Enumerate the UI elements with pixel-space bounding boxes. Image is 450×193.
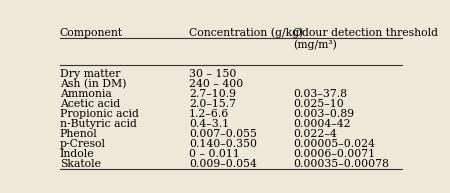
Text: 0.025–10: 0.025–10 — [293, 99, 344, 109]
Text: 0.140–0.350: 0.140–0.350 — [189, 139, 257, 149]
Text: Skatole: Skatole — [60, 159, 101, 169]
Text: Acetic acid: Acetic acid — [60, 99, 120, 109]
Text: Indole: Indole — [60, 149, 94, 159]
Text: p-Cresol: p-Cresol — [60, 139, 106, 149]
Text: n-Butyric acid: n-Butyric acid — [60, 119, 137, 129]
Text: 0.0006–0.0071: 0.0006–0.0071 — [293, 149, 375, 159]
Text: Dry matter: Dry matter — [60, 69, 120, 79]
Text: 0.00035–0.00078: 0.00035–0.00078 — [293, 159, 389, 169]
Text: 30 – 150: 30 – 150 — [189, 69, 236, 79]
Text: 0.009–0.054: 0.009–0.054 — [189, 159, 256, 169]
Text: Ash (in DM): Ash (in DM) — [60, 79, 126, 90]
Text: 0.00005–0.024: 0.00005–0.024 — [293, 139, 375, 149]
Text: Concentration (g/kg): Concentration (g/kg) — [189, 28, 303, 38]
Text: 1.2–6.6: 1.2–6.6 — [189, 109, 229, 119]
Text: 0.4–3.1: 0.4–3.1 — [189, 119, 229, 129]
Text: Phenol: Phenol — [60, 129, 98, 139]
Text: 0.0004–42: 0.0004–42 — [293, 119, 351, 129]
Text: 0.007–0.055: 0.007–0.055 — [189, 129, 256, 139]
Text: 0.03–37.8: 0.03–37.8 — [293, 89, 347, 99]
Text: 2.7–10.9: 2.7–10.9 — [189, 89, 236, 99]
Text: Component: Component — [60, 28, 123, 38]
Text: Propionic acid: Propionic acid — [60, 109, 139, 119]
Text: 0 – 0.011: 0 – 0.011 — [189, 149, 240, 159]
Text: 0.003–0.89: 0.003–0.89 — [293, 109, 355, 119]
Text: 240 – 400: 240 – 400 — [189, 79, 243, 89]
Text: 0.022–4: 0.022–4 — [293, 129, 337, 139]
Text: 2.0–15.7: 2.0–15.7 — [189, 99, 236, 109]
Text: Ammonia: Ammonia — [60, 89, 112, 99]
Text: Odour detection threshold
(mg/m³): Odour detection threshold (mg/m³) — [293, 28, 438, 50]
